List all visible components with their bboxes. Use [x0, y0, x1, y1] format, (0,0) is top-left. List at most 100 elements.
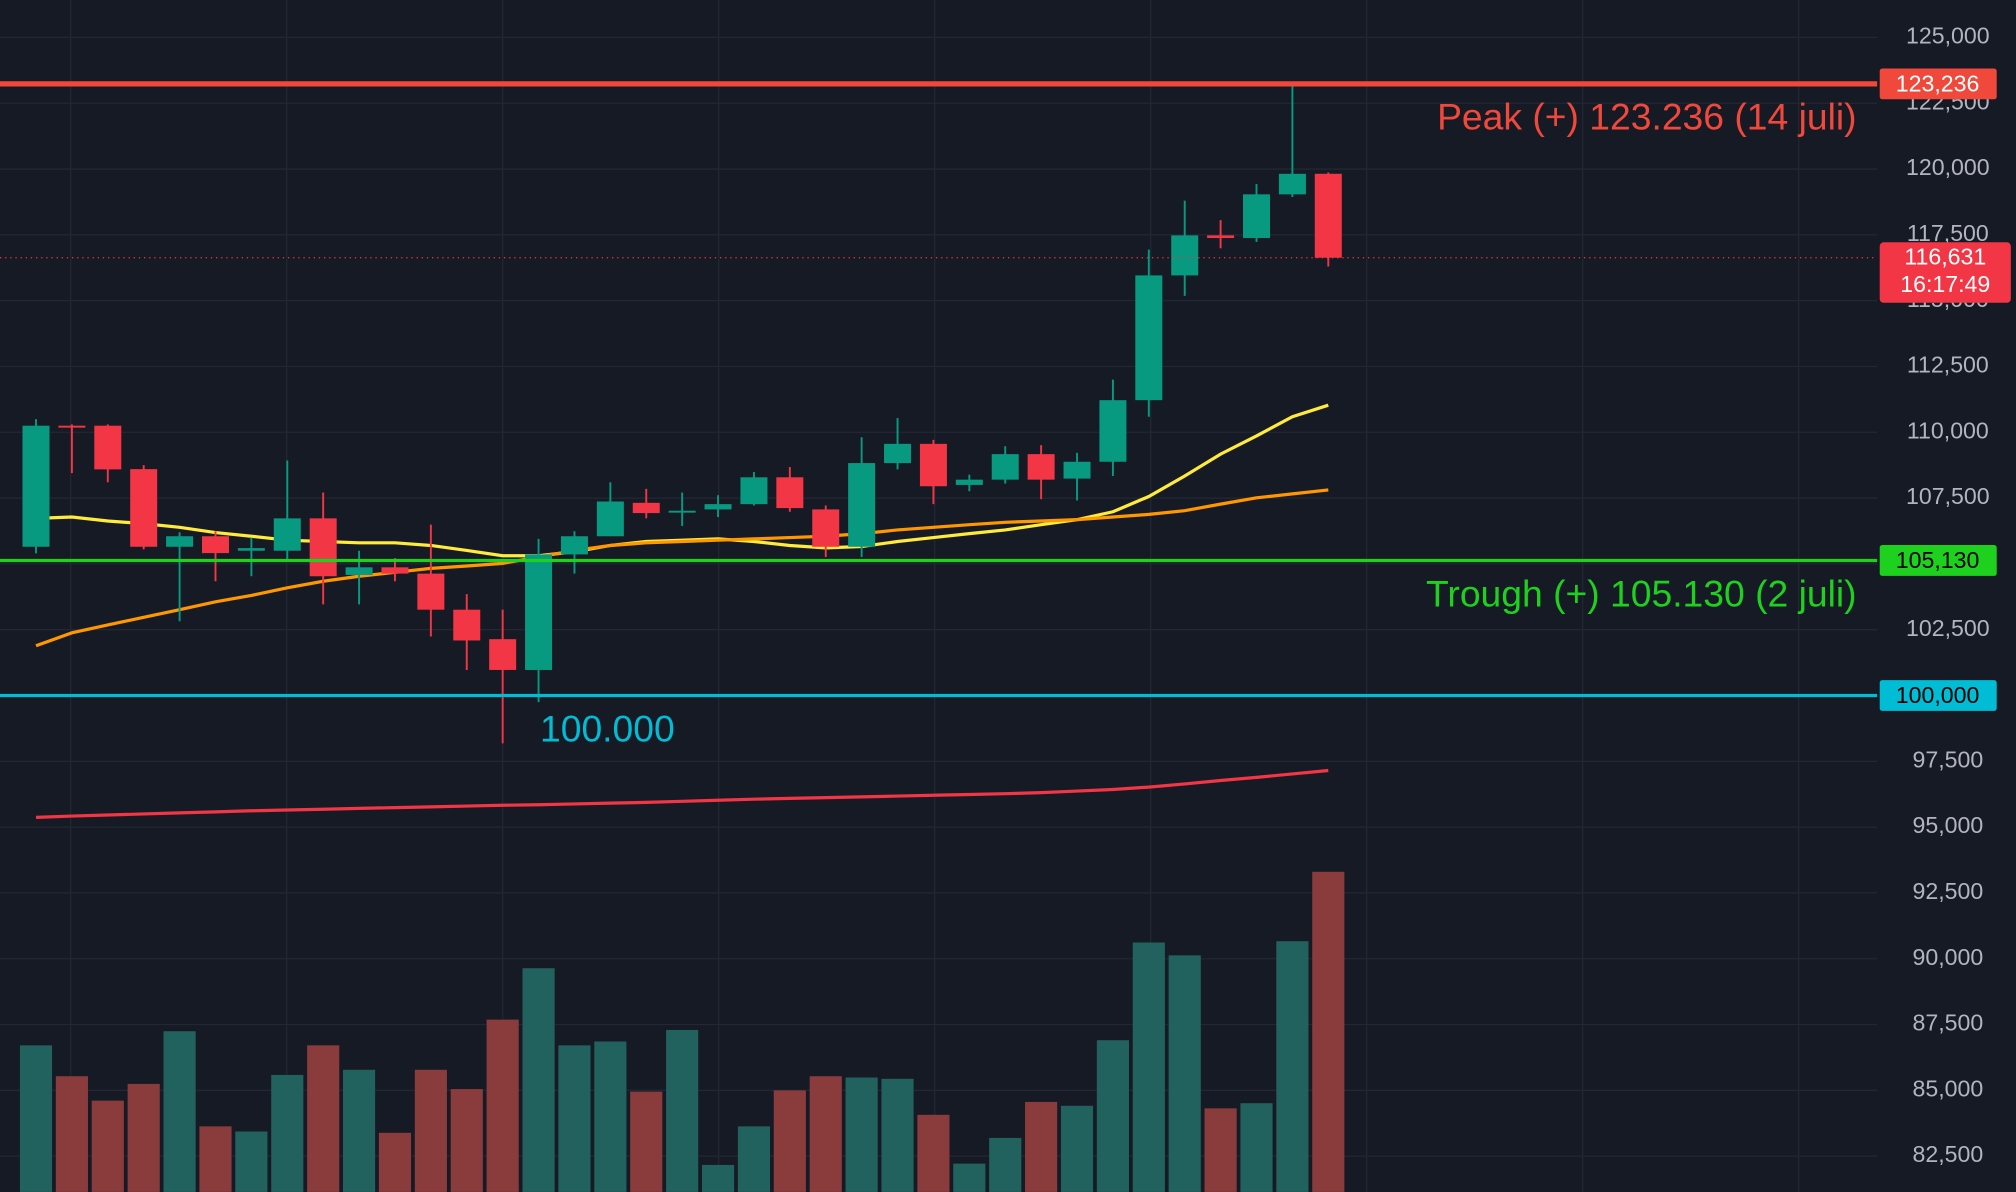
candle-body [345, 567, 373, 575]
level-annotation: 100.000 [540, 707, 675, 749]
volume-bar [1240, 1103, 1273, 1192]
candle-body [740, 477, 768, 505]
level-badge-label: 100,000 [1896, 682, 1980, 708]
moving-average-line [35, 488, 1329, 648]
last-price-label: 116,631 [1904, 243, 1986, 269]
candle-body [1243, 194, 1271, 239]
volume-bar [917, 1114, 950, 1192]
level-badge-label: 105,130 [1896, 547, 1980, 573]
candle-body [1135, 275, 1163, 401]
y-tick-label: 112,500 [1907, 352, 1989, 378]
volume-bar [558, 1045, 591, 1192]
volume-bar [845, 1077, 878, 1192]
volume-bar [307, 1045, 340, 1192]
candle-body [596, 501, 624, 537]
y-tick-label: 97,500 [1912, 746, 1983, 772]
volume-bar [1276, 941, 1309, 1192]
volume-bar [953, 1163, 986, 1192]
candle-body [1314, 173, 1342, 258]
candle-body [955, 479, 983, 485]
volume-bar [881, 1078, 914, 1192]
candle-body [704, 504, 732, 510]
level-badge-label: 123,236 [1896, 70, 1980, 96]
volume-bar [773, 1090, 806, 1192]
candle-body [237, 548, 265, 551]
level-badge [1879, 545, 1997, 576]
volume-bar [378, 1132, 412, 1192]
y-tick-label: 85,000 [1912, 1075, 1983, 1101]
level-badge [1879, 680, 1997, 711]
volume-bar [127, 1083, 160, 1192]
volume-bar [666, 1029, 699, 1192]
level-badge [1879, 68, 1997, 100]
candle-body [848, 463, 876, 547]
volume-bar [55, 1076, 88, 1192]
volume-bar [235, 1131, 268, 1192]
candle-body [560, 536, 588, 555]
candle-body [1099, 400, 1127, 462]
y-tick-label: 95,000 [1912, 812, 1983, 838]
candle-body [1171, 235, 1199, 276]
y-tick-label: 120,000 [1906, 154, 1990, 180]
candle-body [417, 573, 445, 610]
last-price-countdown: 16:17:49 [1900, 271, 1990, 297]
y-tick-label: 125,000 [1906, 23, 1990, 49]
candle-body [1027, 454, 1055, 480]
candle-body [1278, 173, 1306, 195]
level-annotation: Peak (+) 123.236 (14 juli) [1437, 96, 1856, 138]
candle-body [166, 536, 194, 547]
candle-body [1207, 235, 1235, 239]
volume-bar [271, 1074, 304, 1192]
y-tick-label: 107,500 [1906, 483, 1990, 509]
moving-average-line [35, 768, 1329, 819]
volume-bar [1096, 1040, 1129, 1192]
volume-bar [414, 1069, 447, 1192]
volume-bar [19, 1045, 53, 1192]
candle-body [812, 509, 840, 547]
volume-bar [989, 1137, 1022, 1192]
volume-bar [1025, 1101, 1058, 1192]
volume-bar [199, 1126, 232, 1192]
candle-body [991, 454, 1019, 480]
candle-body [309, 518, 337, 577]
y-tick-label: 117,500 [1907, 220, 1989, 246]
candle-body [884, 443, 912, 464]
volume-bar [522, 968, 555, 1192]
level-annotation: Trough (+) 105.130 (2 juli) [1426, 572, 1857, 614]
volume-bar [1204, 1108, 1237, 1192]
candle-body [776, 477, 804, 509]
volume-bar [701, 1164, 735, 1192]
y-tick-label: 102,500 [1906, 615, 1990, 641]
candle-body [525, 554, 553, 670]
volume-bar [1168, 955, 1201, 1192]
candle-body [453, 609, 481, 641]
y-tick-label: 87,500 [1912, 1010, 1983, 1036]
y-tick-label: 92,500 [1912, 878, 1983, 904]
volume-bar [1132, 942, 1165, 1192]
candle-body [201, 536, 229, 554]
candle-body [489, 639, 517, 670]
y-tick-label: 90,000 [1912, 944, 1983, 970]
candle-body [22, 425, 50, 547]
volume-bar [1312, 871, 1345, 1192]
candle-body [94, 425, 122, 470]
volume-bar [1060, 1105, 1094, 1192]
candle-body [919, 443, 947, 487]
y-tick-label: 110,000 [1907, 417, 1989, 443]
candle-body [632, 502, 660, 514]
candle-body [668, 510, 696, 513]
volume-bar [737, 1126, 771, 1192]
volume-bar [486, 1019, 519, 1192]
volume-bar [809, 1076, 842, 1192]
volume-bar [163, 1031, 196, 1192]
y-tick-label: 82,500 [1912, 1141, 1983, 1167]
candle-body [130, 469, 158, 547]
volume-bar [594, 1041, 627, 1192]
candle-body [1063, 461, 1091, 479]
candle-body [58, 425, 86, 428]
candle-body [273, 518, 301, 551]
candle-body [381, 567, 409, 574]
